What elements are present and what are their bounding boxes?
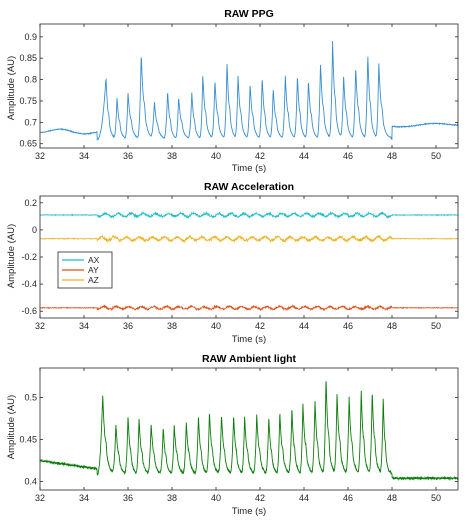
ppg-xtick-label: 36: [123, 151, 133, 161]
ambient-xtick-label: 46: [343, 493, 353, 503]
ambient-xtick-label: 38: [167, 493, 177, 503]
ambient-xtick-label: 42: [255, 493, 265, 503]
ppg-xtick-label: 32: [35, 151, 45, 161]
ppg-ylabel: Amplitude (AU): [6, 56, 17, 120]
ppg-xtick-label: 46: [343, 151, 353, 161]
acceleration-title: RAW Acceleration: [204, 181, 294, 193]
ambient-xlabel: Time (s): [232, 506, 266, 517]
acceleration-ytick-label: 0.2: [24, 198, 37, 208]
acceleration-xtick-label: 34: [79, 321, 89, 331]
acceleration-xtick-label: 32: [35, 321, 45, 331]
ppg-xtick-label: 34: [79, 151, 89, 161]
ppg-xtick-label: 50: [431, 151, 441, 161]
ppg-title: RAW PPG: [224, 8, 274, 20]
ppg-xtick-label: 48: [387, 151, 397, 161]
legend-label-ay: AY: [88, 265, 99, 275]
ambient-ytick-label: 0.45: [19, 435, 37, 445]
acceleration-panel: RAW Acceleration 32 34 36 38 40 42 44 46 48 50 -0.…: [6, 181, 459, 345]
acceleration-xtick-label: 42: [255, 321, 265, 331]
ambient-plot-area: [39, 381, 459, 481]
ppg-ytick-label: 0.8: [24, 75, 37, 85]
ppg-ytick-label: 0.9: [24, 32, 37, 42]
ppg-xlabel: Time (s): [232, 163, 266, 174]
ambient-ytick-label: 0.5: [24, 392, 37, 402]
ppg-panel: RAW PPG 32 34 36 38 40 42 44 46 48 50 0.65 0.7 0.75 0…: [6, 8, 459, 174]
ambient-xtick-label: 50: [431, 493, 441, 503]
ppg-xtick-label: 40: [211, 151, 221, 161]
acceleration-ylabel: Amplitude (AU): [6, 224, 17, 288]
ambient-series-line: [39, 381, 459, 481]
ppg-axes-box: [39, 23, 459, 149]
legend-label-az: AZ: [88, 275, 99, 285]
ambient-xtick-label: 32: [35, 493, 45, 503]
ppg-axes: 32 34 36 38 40 42 44 46 48 50 0.65 0.7 0.75 0.8 0.85 0.…: [19, 23, 459, 161]
ppg-series-line: [39, 40, 459, 142]
ambient-xtick-label: 48: [387, 493, 397, 503]
acceleration-xtick-label: 46: [343, 321, 353, 331]
acceleration-series-ax: [39, 210, 459, 220]
acceleration-series-ay: [39, 304, 459, 312]
acceleration-ytick-label: -0.2: [21, 252, 37, 262]
ppg-ytick-label: 0.7: [24, 117, 37, 127]
acceleration-xlabel: Time (s): [232, 334, 266, 345]
ppg-ytick-label: 0.75: [19, 96, 37, 106]
acceleration-ytick-label: -0.4: [21, 279, 37, 289]
ambient-ytick-label: 0.4: [24, 477, 37, 487]
acceleration-ytick-label: 0: [32, 225, 37, 235]
ambient-xtick-label: 34: [79, 493, 89, 503]
acceleration-legend: AX AY AZ: [57, 251, 113, 289]
ppg-plot-area: [39, 40, 459, 142]
acceleration-ytick-label: -0.6: [21, 306, 37, 316]
ambient-panel: RAW Ambient light 32 34 36 38 40 42 44 46 48 50 0.…: [6, 353, 459, 517]
acceleration-xtick-label: 40: [211, 321, 221, 331]
acceleration-axes: 32 34 36 38 40 42 44 46 48 50 -0.6 -0.4 -0.2 0 0.2: [21, 195, 459, 331]
acceleration-xtick-label: 50: [431, 321, 441, 331]
ppg-ytick-label: 0.85: [19, 53, 37, 63]
ambient-xtick-label: 40: [211, 493, 221, 503]
acceleration-xtick-label: 48: [387, 321, 397, 331]
ambient-axes-box: [39, 367, 459, 491]
ambient-xtick-label: 36: [123, 493, 133, 503]
ppg-xtick-label: 42: [255, 151, 265, 161]
legend-label-ax: AX: [88, 255, 100, 265]
ppg-xtick-label: 38: [167, 151, 177, 161]
acceleration-xtick-label: 44: [299, 321, 309, 331]
ambient-xtick-label: 44: [299, 493, 309, 503]
ambient-title: RAW Ambient light: [202, 353, 297, 365]
acceleration-plot-area: [39, 210, 459, 312]
ambient-axes: 32 34 36 38 40 42 44 46 48 50 0.4 0.45 0.5: [19, 367, 459, 503]
ambient-ylabel: Amplitude (AU): [6, 395, 17, 459]
acceleration-series-az: [39, 234, 459, 244]
acceleration-xtick-label: 38: [167, 321, 177, 331]
ppg-xtick-label: 44: [299, 151, 309, 161]
ppg-ytick-label: 0.65: [19, 139, 37, 149]
acceleration-xtick-label: 36: [123, 321, 133, 331]
